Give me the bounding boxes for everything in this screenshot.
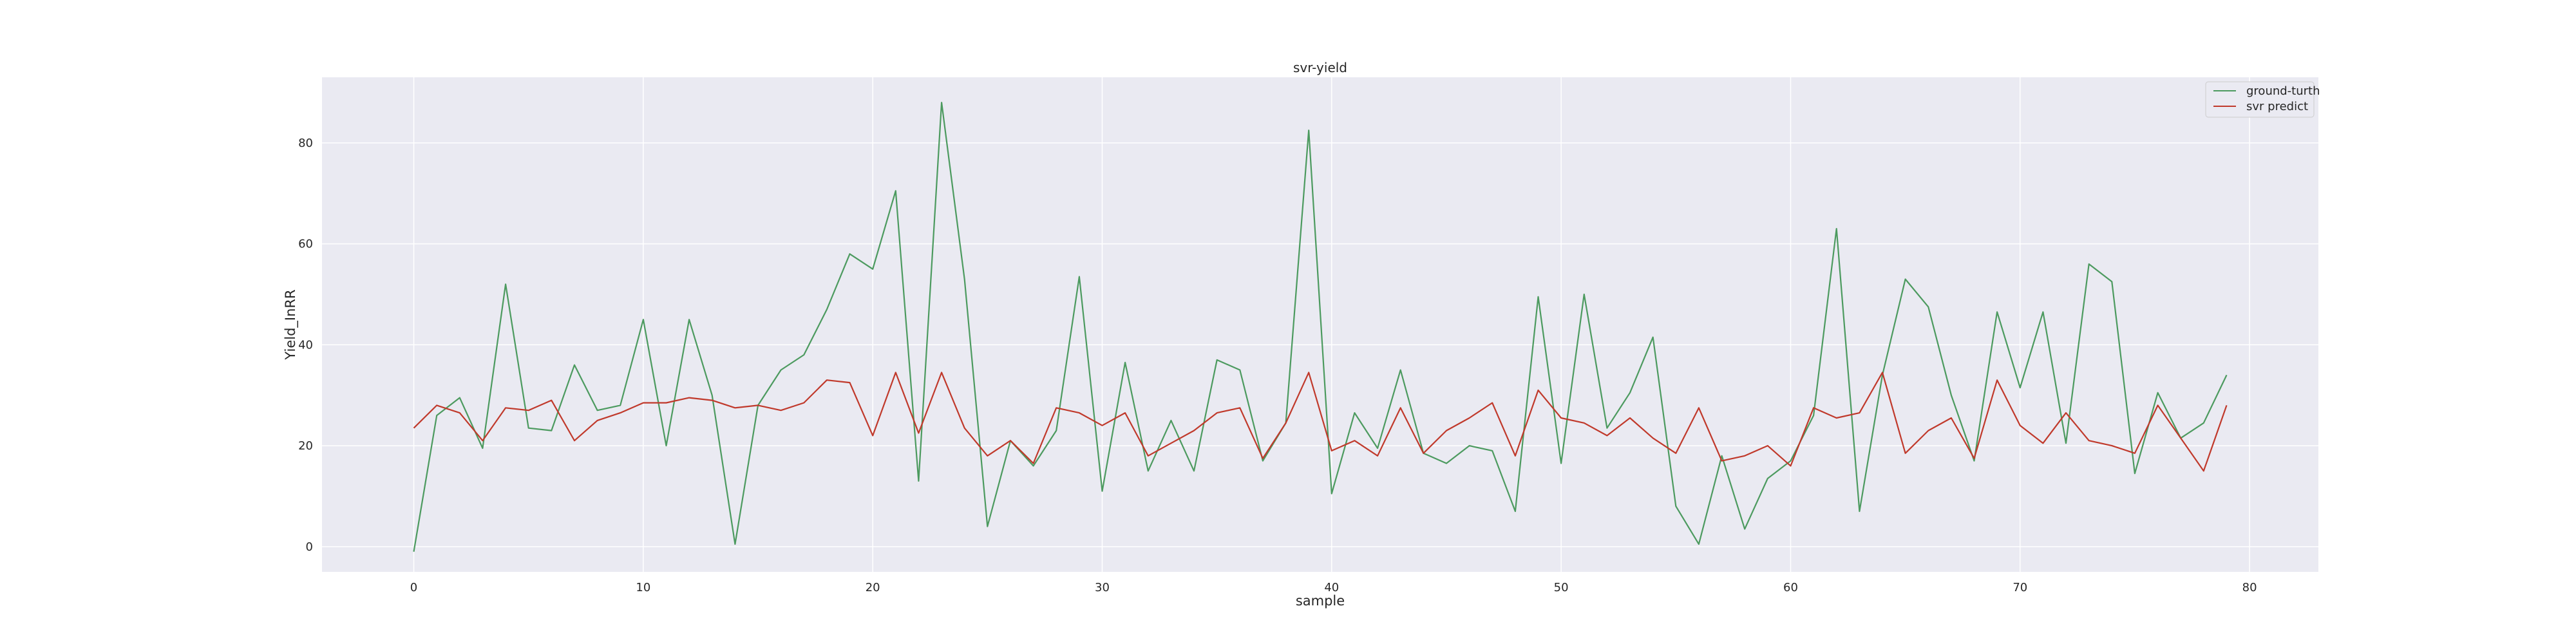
- y-tick-label: 20: [298, 439, 313, 453]
- x-tick-label: 20: [866, 581, 880, 594]
- legend-label-ground-truth: ground-turth: [2246, 84, 2320, 98]
- y-axis-label: Yield_InRR: [283, 289, 299, 360]
- x-tick-label: 70: [2012, 581, 2027, 594]
- x-tick-labels: 0 10 20 30 40 50 60 70 80: [410, 581, 2257, 594]
- y-tick-label: 40: [298, 338, 313, 352]
- grid: [322, 77, 2318, 572]
- y-tick-labels: 0 20 40 60 80: [298, 137, 313, 554]
- x-tick-label: 10: [636, 581, 650, 594]
- x-tick-label: 0: [410, 581, 417, 594]
- plot-background: [322, 77, 2318, 572]
- x-tick-label: 50: [1554, 581, 1569, 594]
- y-tick-label: 0: [306, 540, 313, 554]
- x-tick-label: 60: [1783, 581, 1798, 594]
- x-tick-label: 30: [1095, 581, 1110, 594]
- legend: ground-turth svr predict: [2205, 81, 2320, 118]
- y-tick-label: 60: [298, 238, 313, 251]
- x-axis-label: sample: [1296, 593, 1345, 609]
- y-tick-label: 80: [298, 137, 313, 150]
- series-line-ground-turth: [413, 102, 2228, 552]
- x-tick-label: 40: [1324, 581, 1339, 594]
- series-layer: [413, 102, 2228, 552]
- series-line-svr-predict: [413, 372, 2228, 472]
- legend-label-svr-predict: svr predict: [2246, 100, 2308, 113]
- chart-title: svr-yield: [1293, 60, 1347, 75]
- x-tick-label: 80: [2242, 581, 2257, 594]
